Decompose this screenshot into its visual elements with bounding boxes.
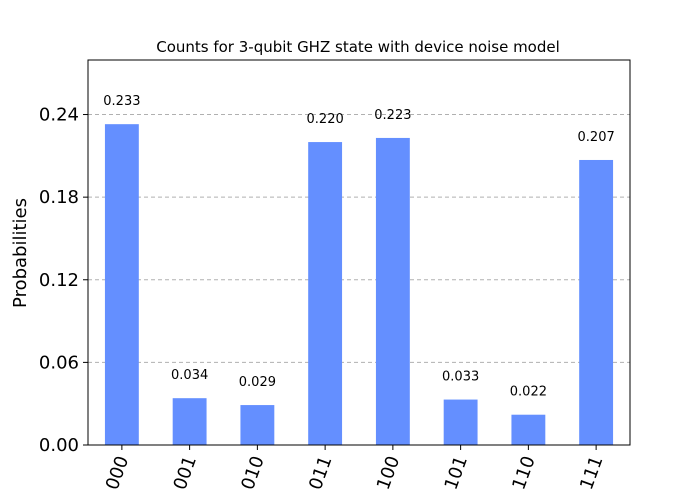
bar: [104, 124, 139, 446]
x-tick-label: 101: [441, 453, 472, 492]
data-label: 0.029: [239, 375, 276, 390]
x-tick-label: 010: [237, 453, 268, 492]
chart-title: Counts for 3-qubit GHZ state with device…: [156, 38, 560, 56]
bar: [511, 414, 546, 445]
data-label: 0.233: [103, 94, 140, 109]
bars: [104, 124, 614, 446]
y-tick-label: 0.06: [39, 352, 79, 373]
bar: [240, 405, 275, 445]
x-tick-label: 100: [373, 453, 404, 492]
gridlines: [88, 114, 630, 363]
y-axis-label: Probabilities: [10, 198, 31, 308]
x-axis-ticks: 000 001 010 011 100 101 110 111: [102, 445, 608, 493]
x-tick-label: 111: [576, 453, 607, 492]
x-tick-label: 000: [102, 453, 133, 492]
x-tick-label: 011: [305, 453, 336, 492]
data-label: 0.223: [374, 108, 411, 123]
y-axis-ticks: 0.00 0.06 0.12 0.18 0.24: [39, 105, 88, 456]
data-label: 0.220: [307, 112, 344, 127]
bar: [308, 142, 343, 445]
bar: [579, 159, 614, 445]
y-tick-label: 0.24: [39, 105, 79, 126]
data-label: 0.033: [442, 370, 479, 385]
bar: [443, 399, 478, 445]
y-tick-label: 0.12: [39, 270, 79, 291]
y-tick-label: 0.00: [39, 435, 79, 456]
data-label: 0.022: [510, 385, 547, 400]
y-tick-label: 0.18: [39, 187, 79, 208]
bar: [172, 398, 207, 445]
bar: [375, 137, 410, 445]
x-tick-label: 110: [508, 453, 539, 492]
data-labels: 0.233 0.034 0.029 0.220 0.223 0.033 0.022 0.207: [103, 94, 614, 400]
plot-frame: [87, 59, 631, 446]
data-label: 0.207: [578, 130, 615, 145]
x-tick-label: 001: [170, 453, 201, 492]
data-label: 0.034: [171, 368, 208, 383]
